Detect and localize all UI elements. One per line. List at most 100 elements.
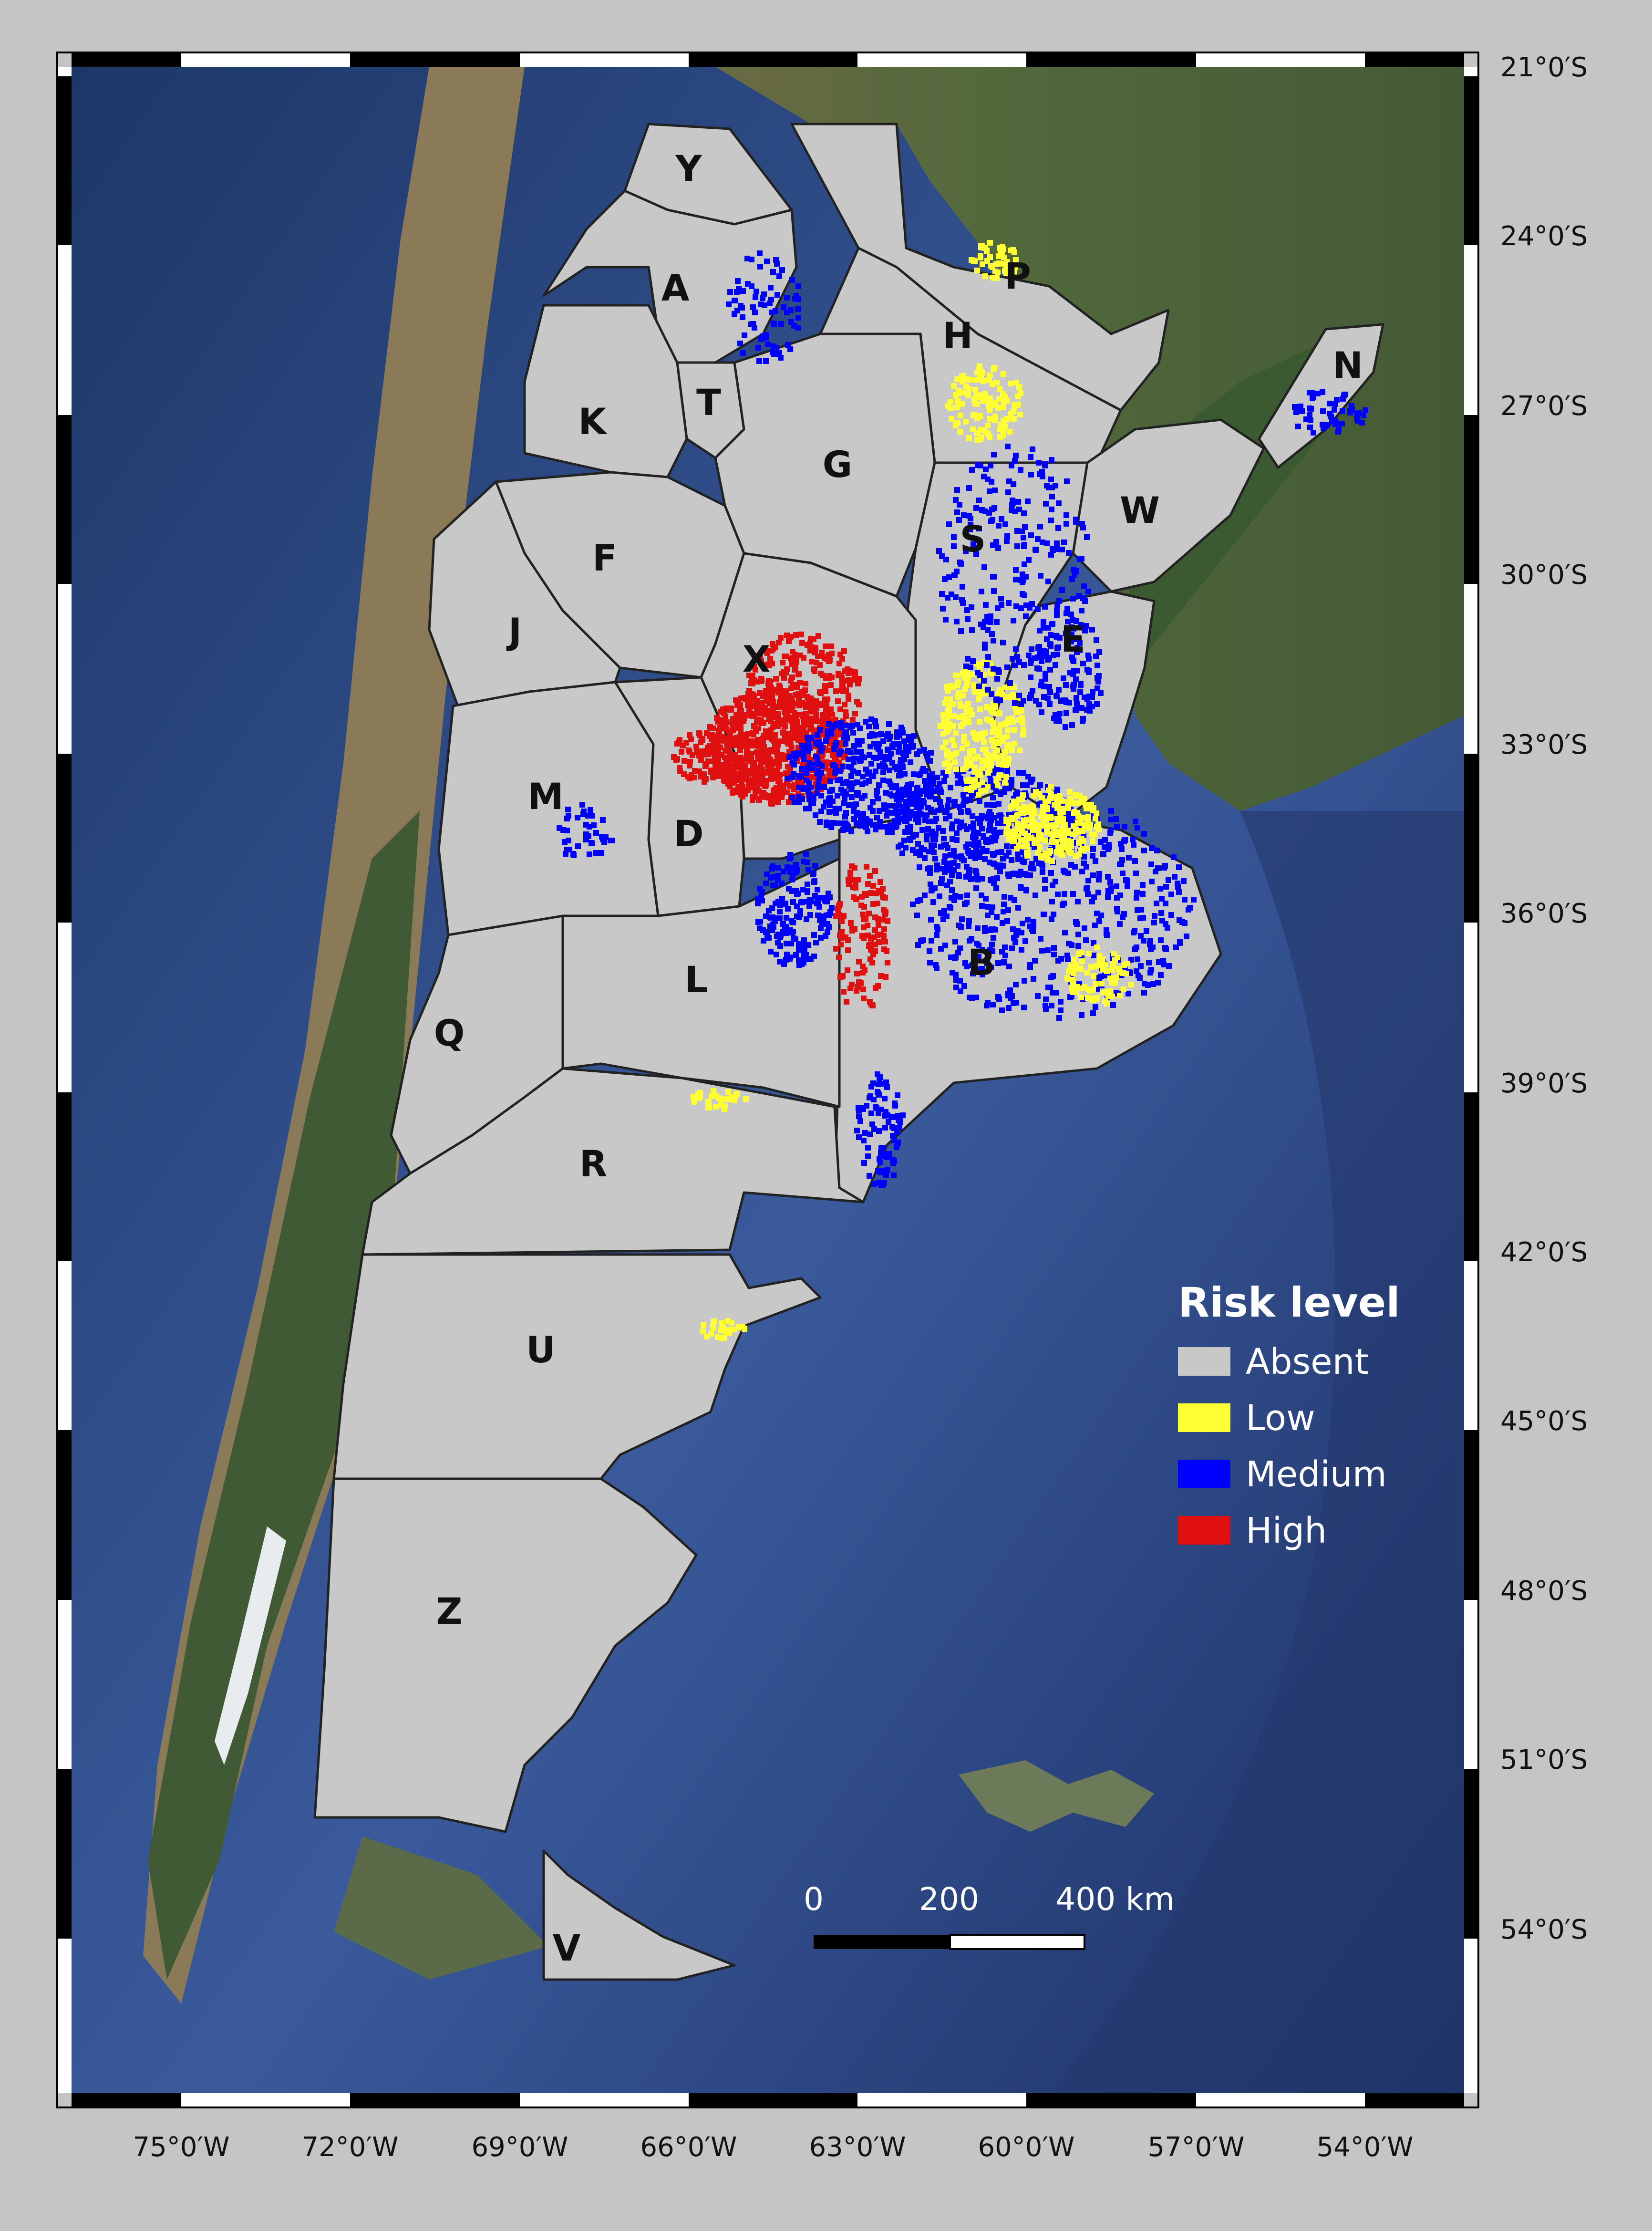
risk-cell	[965, 701, 971, 706]
risk-cell	[1063, 512, 1069, 518]
risk-cell	[911, 771, 917, 777]
risk-cell	[735, 741, 741, 747]
risk-cell	[974, 873, 980, 879]
risk-cell	[913, 832, 919, 838]
risk-cell	[852, 926, 857, 932]
risk-cell	[1018, 605, 1024, 611]
risk-cell	[1004, 539, 1010, 544]
risk-cell	[848, 829, 854, 834]
risk-cell	[726, 301, 732, 307]
risk-cell	[789, 696, 795, 702]
risk-cell	[985, 770, 991, 776]
risk-cell	[688, 737, 694, 742]
risk-cell	[869, 1002, 875, 1007]
risk-cell	[885, 747, 890, 753]
risk-cell	[775, 865, 781, 871]
risk-cell	[867, 873, 873, 879]
risk-cell	[1037, 782, 1043, 788]
risk-cell	[956, 873, 962, 879]
risk-cell	[954, 569, 960, 574]
risk-cell	[600, 836, 606, 842]
risk-cell	[726, 1330, 732, 1336]
risk-cell	[1008, 719, 1014, 725]
risk-cell	[976, 498, 982, 503]
risk-cell	[773, 345, 779, 351]
risk-cell	[903, 799, 909, 805]
risk-cell	[1042, 877, 1048, 883]
risk-cell	[1042, 648, 1047, 654]
risk-cell	[908, 824, 913, 830]
risk-cell	[1177, 917, 1182, 923]
risk-cell	[980, 972, 985, 977]
risk-cell	[796, 941, 802, 947]
risk-cell	[970, 962, 975, 968]
risk-cell	[729, 1320, 734, 1326]
risk-cell	[720, 768, 726, 774]
risk-cell	[794, 753, 799, 758]
risk-cell	[1158, 972, 1164, 978]
risk-cell	[1090, 689, 1095, 695]
risk-cell	[971, 541, 976, 547]
risk-cell	[801, 786, 806, 792]
risk-cell	[1003, 270, 1009, 276]
risk-cell	[860, 964, 866, 969]
risk-cell	[755, 896, 761, 902]
risk-cell	[951, 867, 957, 873]
risk-cell	[873, 755, 879, 761]
risk-cell	[1307, 425, 1313, 430]
risk-cell	[711, 1325, 716, 1331]
risk-cell	[1016, 797, 1022, 802]
risk-cell	[805, 867, 811, 872]
risk-cell	[1082, 628, 1088, 633]
risk-cell	[855, 722, 860, 727]
risk-cell	[774, 785, 779, 791]
risk-cell	[1051, 912, 1056, 917]
risk-cell	[1109, 994, 1115, 999]
risk-cell	[897, 1125, 902, 1131]
risk-cell	[757, 886, 763, 892]
risk-cell	[793, 936, 798, 942]
risk-cell	[987, 809, 992, 815]
risk-cell	[1186, 907, 1191, 913]
risk-cell	[1051, 952, 1057, 957]
risk-cell	[1002, 424, 1007, 430]
risk-cell	[815, 718, 820, 724]
risk-cell	[953, 977, 959, 983]
risk-cell	[793, 632, 799, 638]
risk-cell	[1090, 853, 1095, 859]
risk-cell	[954, 837, 960, 843]
risk-cell	[891, 1173, 897, 1178]
risk-cell	[833, 946, 839, 952]
risk-cell	[854, 699, 860, 705]
risk-cell	[856, 1134, 862, 1140]
risk-cell	[989, 479, 994, 485]
risk-cell	[953, 954, 959, 960]
risk-cell	[894, 1144, 899, 1150]
risk-cell	[953, 423, 959, 428]
risk-cell	[990, 574, 996, 580]
risk-cell	[997, 386, 1002, 392]
risk-cell	[1036, 460, 1042, 466]
risk-cell	[674, 741, 680, 747]
risk-cell	[890, 1114, 896, 1120]
risk-cell	[1032, 958, 1038, 964]
risk-cell	[857, 676, 862, 682]
risk-cell	[1044, 483, 1050, 488]
risk-cell	[943, 739, 949, 745]
risk-cell	[798, 773, 804, 779]
risk-cell	[828, 731, 834, 737]
risk-cell	[1028, 454, 1033, 460]
risk-cell	[1138, 963, 1144, 969]
risk-cell	[1094, 810, 1099, 816]
risk-cell	[766, 683, 772, 689]
risk-cell	[1047, 701, 1053, 707]
risk-cell	[870, 822, 876, 828]
risk-cell	[932, 819, 938, 824]
risk-cell	[1037, 471, 1043, 477]
risk-cell	[979, 589, 984, 594]
risk-cell	[973, 551, 979, 557]
risk-cell	[960, 600, 966, 606]
risk-cell	[951, 743, 957, 748]
risk-cell	[994, 619, 1000, 625]
lat-label: 30°0′S	[1500, 560, 1588, 591]
